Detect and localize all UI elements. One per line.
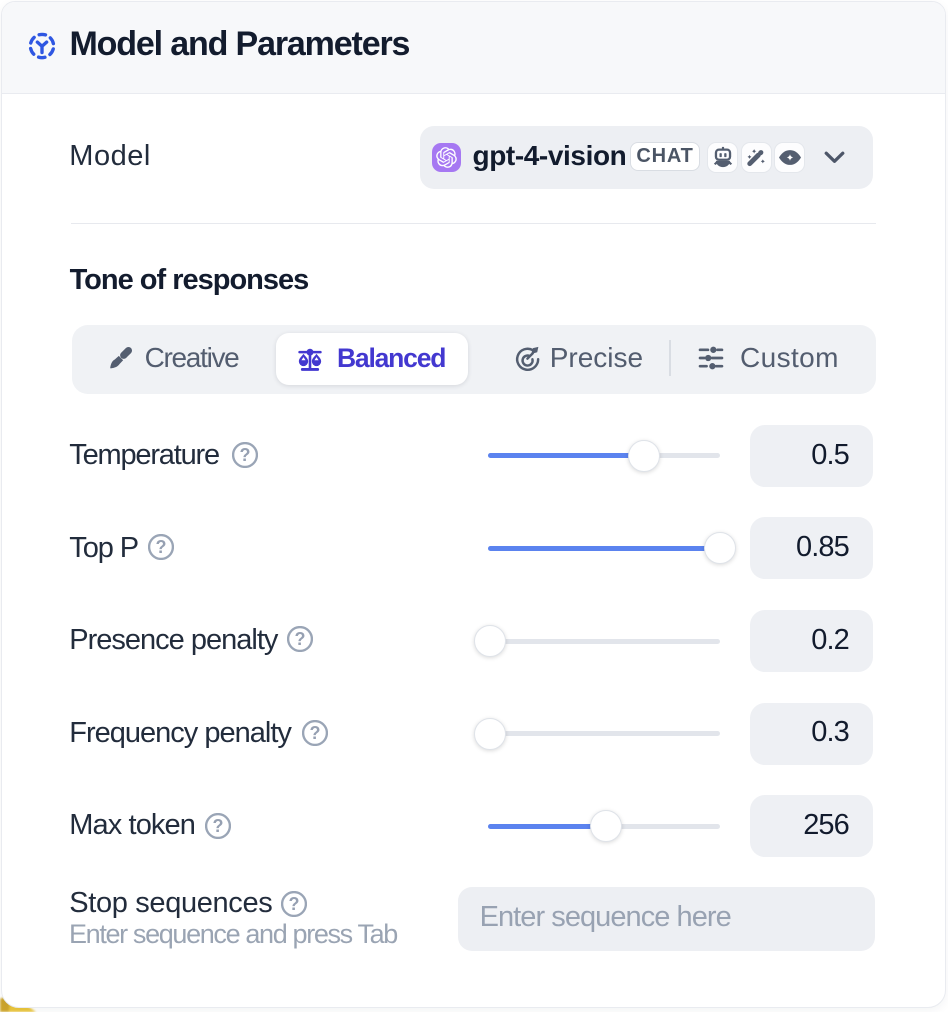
svg-text:?: ? xyxy=(156,537,167,557)
svg-text:?: ? xyxy=(240,445,251,465)
svg-text:?: ? xyxy=(288,894,299,914)
svg-text:?: ? xyxy=(294,629,305,649)
svg-text:?: ? xyxy=(212,816,223,836)
svg-text:?: ? xyxy=(310,723,321,743)
